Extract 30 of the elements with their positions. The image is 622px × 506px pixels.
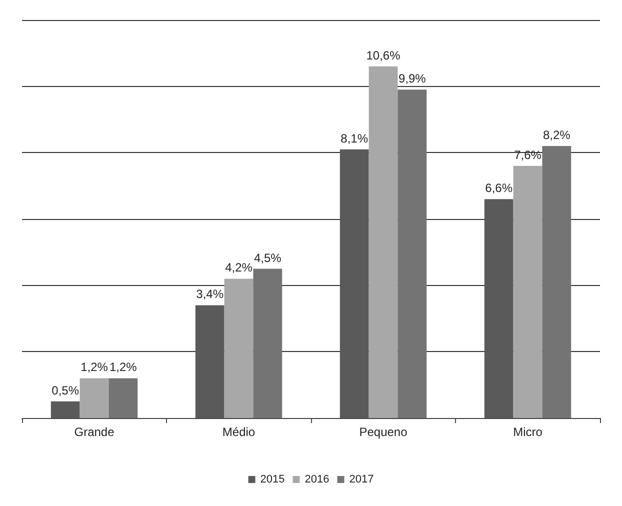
legend-label: 2017	[349, 474, 374, 486]
data-label: 1,2%	[109, 360, 138, 374]
data-label: 3,4%	[196, 287, 224, 302]
data-label: 1,2%	[80, 360, 108, 374]
bar	[513, 166, 542, 418]
data-label: 8,1%	[340, 131, 368, 146]
bar	[195, 305, 224, 418]
data-label: 4,2%	[225, 260, 253, 275]
data-label: 9,9%	[398, 72, 426, 86]
data-label: 4,5%	[254, 250, 282, 265]
bar	[542, 146, 572, 418]
bar	[484, 199, 514, 418]
legend-label: 2016	[304, 474, 330, 486]
bar	[224, 278, 254, 418]
bar	[108, 378, 138, 418]
bar	[368, 66, 398, 418]
x-tick-label: Pequeno	[359, 425, 408, 439]
data-label: 10,6%	[366, 48, 401, 62]
bar	[340, 149, 369, 418]
bar	[50, 401, 80, 418]
legend-label: 2015	[260, 474, 285, 486]
bar	[80, 378, 109, 418]
x-tick-label: Grande	[74, 425, 115, 439]
x-tick-label: Médio	[222, 425, 256, 439]
data-label: 6,6%	[485, 181, 513, 196]
data-label: 0,5%	[52, 383, 80, 398]
data-label: 8,2%	[542, 128, 571, 142]
x-tick-label: Micro	[513, 425, 543, 439]
bar	[398, 90, 427, 418]
bar	[253, 268, 282, 418]
